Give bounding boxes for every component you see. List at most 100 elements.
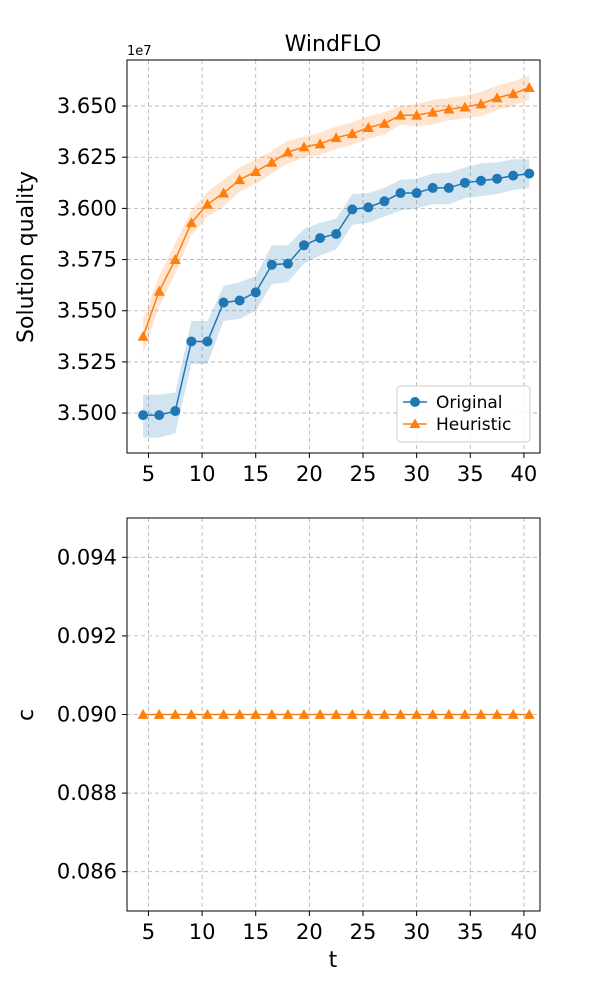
point-original [299,240,309,251]
point-heuristic [314,138,326,149]
point-heuristic [282,146,294,157]
y-tick-label: 0.088 [57,781,117,805]
bottom-series-markers [137,709,535,719]
point-series-0 [201,709,213,719]
bottom-x-axis-label: t [329,948,338,973]
point-original [331,228,342,239]
x-tick-label: 30 [403,920,430,944]
point-series-0 [491,709,503,719]
x-tick-label: 15 [242,462,269,486]
point-original [282,258,293,269]
y-tick-label: 0.094 [57,545,117,569]
point-original [492,173,503,184]
point-series-0 [185,709,197,719]
point-series-0 [443,709,455,719]
point-series-0 [314,709,326,719]
y-tick-label: 3.550 [57,299,117,323]
point-series-0 [507,709,519,719]
point-heuristic [378,117,390,128]
x-tick-label: 15 [242,920,269,944]
point-series-0 [475,709,487,719]
x-tick-label: 35 [457,462,484,486]
point-heuristic [153,285,165,296]
x-tick-label: 30 [403,462,430,486]
x-tick-label: 10 [189,920,216,944]
point-series-0 [218,709,230,719]
y-tick-label: 3.575 [57,248,117,272]
point-heuristic [266,156,278,167]
point-series-0 [459,709,471,719]
top-confidence-bands [143,75,530,438]
point-original [170,406,181,417]
point-original [186,336,197,347]
point-original [154,410,165,421]
point-series-0 [266,709,278,719]
point-series-0 [234,709,246,719]
y-tick-label: 3.600 [57,196,117,220]
point-heuristic [475,98,487,109]
x-tick-label: 25 [350,462,377,486]
point-original [395,188,406,199]
chart-title: WindFLO [285,32,382,57]
point-series-0 [523,709,535,719]
y-tick-label: 3.525 [57,350,117,374]
top-plot-frame [126,59,541,454]
point-heuristic [201,198,213,209]
legend-label-heuristic: Heuristic [436,415,511,435]
x-tick-label: 25 [350,920,377,944]
point-original [202,336,213,347]
point-original [250,287,261,298]
point-series-0 [411,709,423,719]
point-original [138,410,149,421]
y-tick-label: 3.650 [57,94,117,118]
point-heuristic [218,187,230,198]
legend: Original Heuristic [396,385,531,443]
line-heuristic [142,86,530,337]
point-original [363,202,374,213]
point-series-0 [395,709,407,719]
band-original [143,159,530,438]
point-series-0 [362,709,374,719]
point-original [234,295,245,306]
point-series-0 [346,709,358,719]
point-series-0 [137,709,149,719]
point-series-0 [153,709,165,719]
bottom-chart-panel: 5 10 15 20 25 30 35 40 0.086 0.088 0.090 0.092 0.09… [14,517,541,973]
point-original [411,188,422,199]
point-series-0 [282,709,294,719]
y-tick-label: 0.086 [57,860,117,884]
point-original [459,177,470,188]
top-chart-panel: WindFLO 1e7 5 10 15 20 25 30 35 40 3.5003.5253.… [14,32,541,486]
top-x-ticks: 5 10 15 20 25 30 35 40 [142,453,537,486]
point-original [379,196,390,207]
top-y-axis-label: Solution quality [14,171,39,343]
point-original [524,168,535,179]
point-heuristic [459,101,471,112]
y-tick-label: 0.092 [57,624,117,648]
point-original [347,204,358,215]
legend-label-original: Original [436,393,503,413]
y-tick-label: 3.625 [57,145,117,169]
point-series-0 [378,709,390,719]
point-series-0 [298,709,310,719]
y-tick-label: 0.090 [57,703,117,727]
point-heuristic [523,82,535,93]
band-heuristic [143,75,530,354]
y-offset-label: 1e7 [127,44,152,59]
point-heuristic [507,88,519,99]
bottom-x-ticks: 5 10 15 20 25 30 35 40 [142,911,537,944]
top-y-ticks: 3.500 3.525 3.550 3.575 3.600 3.625 3.650 [57,94,127,425]
x-tick-label: 5 [142,462,155,486]
point-series-0 [427,709,439,719]
point-heuristic [234,174,246,185]
point-heuristic [411,109,423,120]
bottom-y-axis-label: c [14,709,39,721]
legend-item-heuristic: Heuristic [403,415,511,435]
x-tick-label: 20 [296,920,323,944]
x-tick-label: 35 [457,920,484,944]
point-heuristic [443,103,455,114]
legend-box [396,385,531,443]
point-heuristic [250,166,262,176]
point-heuristic [346,128,358,139]
